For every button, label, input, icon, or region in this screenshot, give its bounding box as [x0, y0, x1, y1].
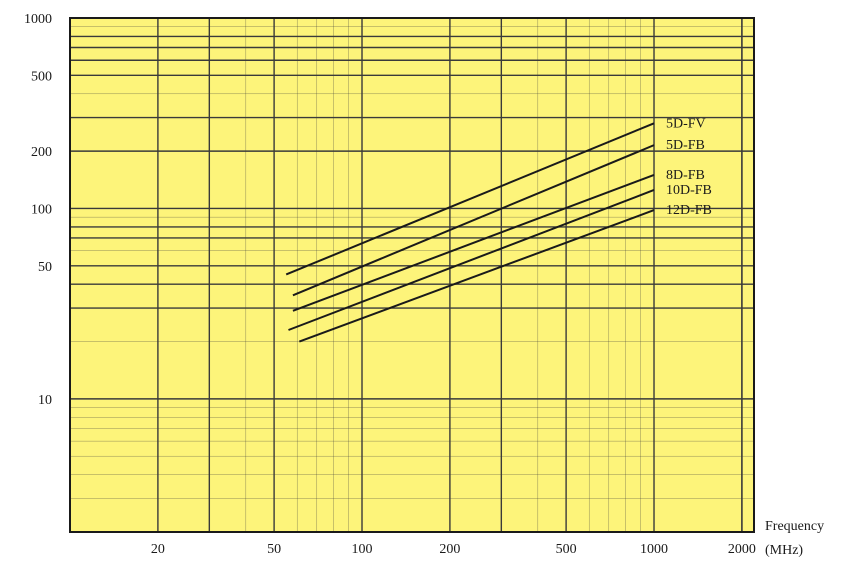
- x-tick-labels: 20 50 100 200 500 1000 2000: [151, 542, 756, 557]
- x-tick-label: 200: [439, 542, 460, 557]
- series-label: 10D-FB: [666, 183, 712, 198]
- x-axis-unit: (MHz): [765, 543, 803, 558]
- y-tick-label: 50: [38, 260, 52, 275]
- y-tick-label: 100: [31, 202, 52, 217]
- x-tick-label: 1000: [640, 542, 668, 557]
- series-line: [288, 189, 655, 331]
- plot-frame: [69, 17, 755, 533]
- series-line: [285, 122, 655, 276]
- series-label: 5D-FB: [666, 138, 705, 153]
- y-tick-label: 500: [31, 69, 52, 84]
- series-label: 12D-FB: [666, 203, 712, 218]
- series-label: 8D-FB: [666, 168, 705, 183]
- y-tick-label: 200: [31, 145, 52, 160]
- y-tick-label: 10: [38, 393, 52, 408]
- y-tick-labels: 10 50 100 200 500 1000: [24, 12, 52, 408]
- series-line: [292, 173, 655, 312]
- x-tick-label: 2000: [728, 542, 756, 557]
- series-line: [292, 144, 655, 297]
- series-label: 5D-FV: [666, 116, 706, 131]
- x-tick-label: 20: [151, 542, 165, 557]
- x-tick-label: 500: [556, 542, 577, 557]
- y-tick-label: 1000: [24, 12, 52, 27]
- plot-area: [70, 18, 754, 532]
- series-lines: [285, 122, 655, 343]
- x-axis-title: Frequency: [765, 519, 824, 534]
- series-line: [298, 209, 655, 343]
- x-tick-label: 50: [267, 542, 281, 557]
- x-tick-label: 100: [352, 542, 373, 557]
